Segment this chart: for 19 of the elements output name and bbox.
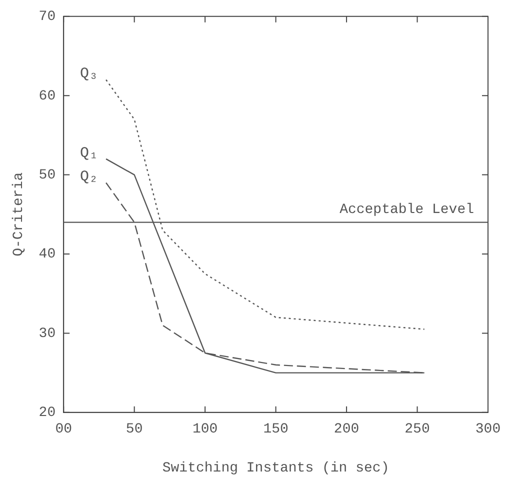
y-tick-label: 50 (38, 168, 56, 184)
x-tick-label: 250 (404, 422, 430, 438)
series-label: Q₃ (80, 66, 98, 83)
series-label: Q₁ (80, 144, 98, 162)
x-tick-label: 00 (55, 422, 72, 438)
ref-line-label: Acceptable Level (340, 202, 474, 218)
x-axis-title: Switching Instants (in sec) (162, 460, 390, 476)
x-tick-label: 100 (192, 422, 218, 438)
y-tick-label: 40 (38, 246, 56, 263)
x-tick-label: 50 (126, 422, 143, 438)
y-tick-label: 60 (38, 88, 56, 104)
x-tick-label: 200 (334, 422, 360, 438)
x-tick-label: 150 (263, 422, 288, 438)
series-label: Q₂ (80, 168, 98, 186)
y-axis-title: Q-Criteria (11, 172, 28, 256)
y-tick-label: 30 (38, 326, 56, 342)
y-tick-label: 70 (38, 9, 56, 26)
y-tick-label: 20 (38, 405, 56, 422)
x-tick-label: 300 (475, 422, 501, 438)
